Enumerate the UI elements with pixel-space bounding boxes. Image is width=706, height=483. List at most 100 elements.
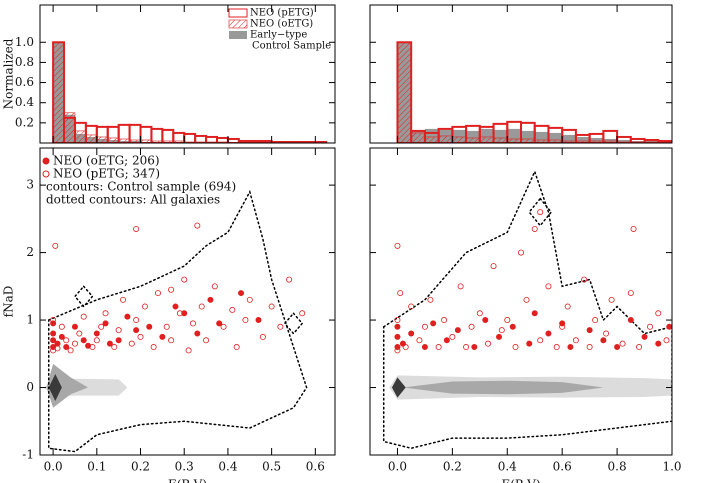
data-point	[54, 345, 61, 352]
data-point	[255, 317, 262, 324]
x-tick-label: 0.0	[44, 460, 63, 474]
histogram-bar	[74, 130, 87, 143]
data-point	[198, 303, 205, 310]
data-point	[211, 283, 218, 290]
x-tick-label: 0.3	[175, 460, 194, 474]
data-point	[120, 296, 127, 303]
data-point	[627, 317, 634, 324]
data-point	[168, 286, 175, 293]
data-point	[76, 330, 83, 337]
data-point	[394, 347, 401, 354]
histogram-bar	[216, 136, 229, 143]
data-point	[531, 310, 538, 317]
bars	[396, 41, 672, 143]
histogram-bar	[575, 136, 590, 143]
data-point	[63, 344, 70, 351]
data-point	[242, 317, 249, 324]
data-point	[600, 337, 607, 344]
data-point	[102, 310, 109, 317]
data-point	[133, 225, 140, 232]
histogram-bar	[396, 41, 413, 143]
data-point	[299, 310, 306, 317]
data-point	[666, 323, 672, 330]
data-point	[194, 222, 201, 229]
legend-swatch	[228, 8, 248, 18]
data-point	[133, 327, 140, 334]
data-point	[176, 310, 183, 317]
plot-frame	[369, 147, 673, 456]
data-point	[402, 344, 409, 351]
plot-area	[382, 169, 672, 450]
data-point	[124, 313, 131, 320]
y-axis-label: fNaD	[2, 286, 16, 318]
data-point	[50, 317, 57, 324]
plot-frame	[369, 4, 673, 144]
x-tick-label: 0.4	[498, 460, 517, 474]
contour	[391, 377, 406, 398]
y-tick-label: 2	[26, 245, 34, 259]
data-point	[63, 337, 70, 344]
data-point	[394, 333, 401, 340]
legend-swatch	[229, 31, 247, 39]
data-point	[85, 342, 92, 349]
data-point	[443, 337, 450, 344]
data-point	[553, 344, 560, 351]
data-point	[471, 344, 478, 351]
data-point	[185, 347, 192, 354]
data-point	[627, 290, 634, 297]
dotted-contour	[382, 169, 672, 450]
histogram-bar	[534, 131, 549, 143]
data-point	[58, 323, 65, 330]
x-tick-label: 0.1	[87, 460, 106, 474]
y-tick-label: 0	[26, 380, 34, 394]
legend-label: Early−type	[250, 30, 307, 41]
bars	[52, 41, 328, 143]
x-tick-label: 0.8	[608, 460, 627, 474]
data-point	[189, 320, 196, 327]
data-point	[427, 296, 434, 303]
data-point	[608, 296, 615, 303]
legend-label: Control Sample	[252, 41, 331, 52]
data-point	[518, 249, 525, 256]
dotted-contour	[73, 285, 94, 308]
data-point	[509, 323, 516, 330]
data-point	[115, 327, 122, 334]
data-point	[421, 344, 428, 351]
data-point	[636, 344, 643, 351]
data-point	[154, 290, 161, 297]
plot-frame	[39, 4, 336, 144]
data-point	[655, 340, 662, 347]
histogram-bar	[85, 134, 98, 143]
x-axis-label: E(B-V)	[501, 478, 540, 483]
data-point	[619, 340, 626, 347]
data-point	[394, 317, 401, 324]
data-point	[50, 330, 57, 337]
data-point	[50, 337, 57, 344]
data-point	[512, 344, 519, 351]
data-point	[408, 303, 415, 310]
data-point	[58, 333, 65, 340]
data-point	[133, 317, 140, 324]
dotted-contour	[528, 197, 553, 227]
legend-label: NEO (pETG; 347)	[53, 167, 160, 181]
x-tick-label: 1.0	[662, 460, 681, 474]
data-point	[168, 337, 175, 344]
data-point	[408, 330, 415, 337]
data-point	[394, 323, 401, 330]
y-tick-label: 0.8	[15, 55, 34, 69]
y-tick-label: 3	[26, 178, 34, 192]
data-point	[93, 337, 100, 344]
x-tick-label: 0.4	[218, 460, 237, 474]
legend-label: NEO (oETG; 206)	[53, 154, 160, 168]
y-tick-label: 0.4	[15, 95, 34, 109]
histogram-bar	[205, 135, 219, 143]
histogram-bar	[226, 137, 240, 143]
data-point	[416, 337, 423, 344]
data-point	[286, 276, 293, 283]
data-point	[537, 209, 544, 216]
data-point	[641, 333, 648, 340]
dotted-contour	[47, 189, 308, 453]
data-point	[71, 323, 78, 330]
data-point	[159, 333, 166, 340]
data-point	[435, 344, 442, 351]
